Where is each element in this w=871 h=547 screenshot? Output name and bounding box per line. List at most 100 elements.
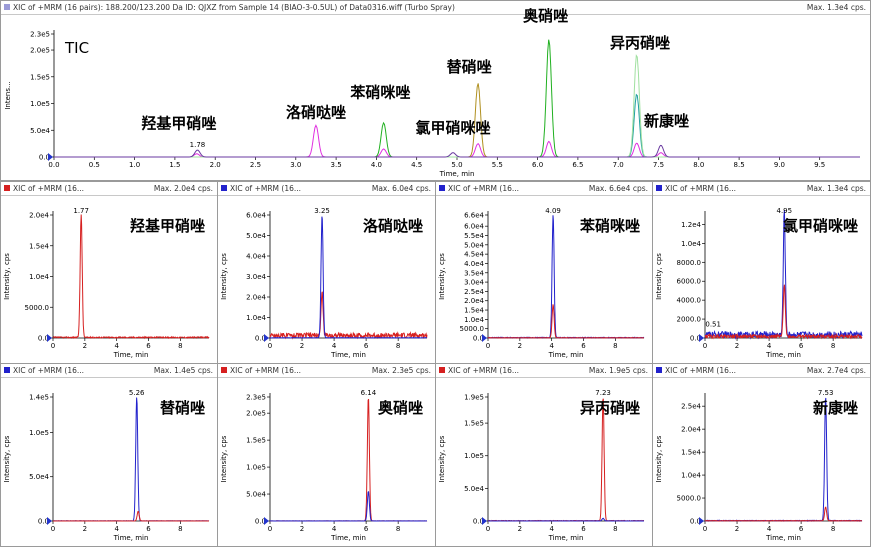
baseline-marker bbox=[699, 334, 704, 342]
y-tick-label: 1.0e5 bbox=[29, 429, 49, 437]
baseline-marker bbox=[264, 334, 269, 342]
compound-label: 洛硝哒唑 bbox=[363, 217, 423, 235]
y-axis-label: Intensity, cps bbox=[3, 435, 11, 482]
y-tick-label: 1.5e5 bbox=[464, 420, 484, 428]
y-tick-label: 5000.0 bbox=[677, 495, 702, 503]
xic-color-swatch[interactable] bbox=[4, 367, 10, 373]
y-tick-label: 1.0e4 bbox=[246, 314, 266, 322]
xic-panel-header: XIC of +MRM (16... Max. 1.3e4 cps. bbox=[653, 182, 870, 196]
x-tick-label: 2 bbox=[300, 342, 304, 350]
x-tick-label: 6 bbox=[581, 342, 586, 350]
xic-panel-header: XIC of +MRM (16... Max. 6.6e4 cps. bbox=[436, 182, 652, 196]
xic-color-swatch[interactable] bbox=[656, 367, 662, 373]
y-tick-label: 2.0e5 bbox=[246, 410, 266, 418]
x-tick-label: 6 bbox=[581, 525, 586, 533]
xic-panel-header: XIC of +MRM (16... Max. 2.0e4 cps. bbox=[1, 182, 217, 196]
x-axis-label: Time, min bbox=[765, 534, 801, 542]
xic-panel-header: XIC of +MRM (16... Max. 6.0e4 cps. bbox=[218, 182, 435, 196]
xic-header-max: Max. 1.3e4 cps. bbox=[806, 184, 866, 193]
y-tick-label: 2000.0 bbox=[677, 316, 702, 324]
xic-header-max: Max. 2.3e5 cps. bbox=[371, 366, 431, 375]
xic-header-title: XIC of +MRM (16... bbox=[230, 366, 302, 375]
y-tick-label: 5.5e4 bbox=[464, 232, 484, 240]
xic-series-line bbox=[53, 510, 210, 522]
tic-label: TIC bbox=[64, 39, 89, 57]
xic-color-swatch[interactable] bbox=[221, 185, 227, 191]
y-tick-label: 2.3e5 bbox=[246, 394, 266, 402]
x-tick-label: 0 bbox=[486, 525, 490, 533]
x-tick-label: 6.0 bbox=[532, 161, 543, 169]
xic-color-swatch[interactable] bbox=[656, 185, 662, 191]
compound-label: 新康唑 bbox=[644, 112, 689, 130]
compound-label: 异丙硝唑 bbox=[610, 34, 670, 52]
x-axis-label: Time, min bbox=[330, 534, 366, 542]
xic-series-line bbox=[488, 517, 644, 522]
baseline-marker bbox=[482, 334, 487, 342]
x-tick-label: 2 bbox=[518, 525, 522, 533]
y-tick-label: 1.0e5 bbox=[30, 100, 50, 108]
xic-chart: 0 2 4 6 8 0.0 1.0e4 2.0e4 3.0e4 4.0e4 5.0e4 6.0e4 Ti… bbox=[220, 207, 428, 359]
compound-label: 氯甲硝咪唑 bbox=[783, 217, 858, 235]
baseline-marker bbox=[699, 517, 704, 525]
compound-label: 羟基甲硝唑 bbox=[141, 115, 216, 133]
y-tick-label: 1.5e5 bbox=[246, 437, 266, 445]
x-tick-label: 5.5 bbox=[492, 161, 503, 169]
x-tick-label: 0 bbox=[486, 342, 490, 350]
x-tick-label: 0.5 bbox=[89, 161, 100, 169]
peak-annotation: 7.53 bbox=[818, 389, 834, 397]
x-tick-label: 2 bbox=[83, 342, 87, 350]
xic-chart: 0 2 4 6 8 0.0 5.0e4 1.0e5 1.5e5 2.0e5 2.3e5 Time, m… bbox=[220, 389, 428, 542]
y-tick-label: 6.6e4 bbox=[464, 212, 484, 220]
x-axis-label: Time, min bbox=[113, 534, 149, 542]
y-tick-label: 1.5e4 bbox=[681, 449, 701, 457]
x-tick-label: 7.5 bbox=[653, 161, 664, 169]
y-tick-label: 0.0 bbox=[690, 518, 701, 526]
y-tick-label: 5.0e4 bbox=[246, 232, 266, 240]
x-tick-label: 2.0 bbox=[210, 161, 221, 169]
y-tick-label: 1.9e5 bbox=[464, 394, 484, 402]
x-tick-label: 4.5 bbox=[411, 161, 422, 169]
y-tick-label: 1.4e5 bbox=[29, 394, 49, 402]
xic-header-title: XIC of +MRM (16... bbox=[665, 184, 737, 193]
y-tick-label: 1.2e4 bbox=[681, 221, 701, 229]
x-tick-label: 6 bbox=[799, 525, 804, 533]
xic-series-line bbox=[487, 398, 645, 522]
xic-header-title: XIC of +MRM (16... bbox=[13, 366, 85, 375]
xic-color-swatch[interactable] bbox=[439, 185, 445, 191]
xic-panel-2: XIC of +MRM (16... Max. 6.0e4 cps. 0 2 4 6 8… bbox=[217, 181, 436, 364]
xic-header-title: XIC of +MRM (16... bbox=[230, 184, 302, 193]
y-axis-label: Intensity, cps bbox=[438, 435, 446, 482]
y-tick-label: 5.0e4 bbox=[246, 491, 266, 499]
tic-series-line bbox=[54, 144, 860, 158]
y-tick-label: 2.0e5 bbox=[30, 47, 50, 55]
tic-color-swatch[interactable] bbox=[4, 4, 10, 10]
xic-series-line bbox=[269, 291, 428, 340]
xic-color-swatch[interactable] bbox=[4, 185, 10, 191]
xic-series-line bbox=[704, 284, 863, 340]
x-tick-label: 4.0 bbox=[371, 161, 382, 169]
x-tick-label: 4 bbox=[332, 525, 337, 533]
y-tick-label: 1.0e4 bbox=[29, 273, 49, 281]
x-tick-label: 0 bbox=[703, 342, 707, 350]
y-tick-label: 2.0e4 bbox=[464, 297, 484, 305]
x-tick-label: 8.0 bbox=[693, 161, 704, 169]
y-tick-label: 2.5e4 bbox=[464, 288, 484, 296]
xic-color-swatch[interactable] bbox=[439, 367, 445, 373]
xic-chart: 0 2 4 6 8 0.0 5.0e4 1.0e5 1.5e5 1.9e5 Time, min Int… bbox=[438, 389, 645, 542]
xic-series-line bbox=[53, 214, 210, 340]
y-tick-label: 2.5e4 bbox=[681, 403, 701, 411]
y-tick-label: 6.0e4 bbox=[246, 212, 266, 220]
xic-series-line bbox=[270, 490, 427, 522]
xic-panel-3: XIC of +MRM (16... Max. 6.6e4 cps. 0 2 4 6 8… bbox=[435, 181, 653, 364]
xic-panel-8: XIC of +MRM (16... Max. 2.7e4 cps. 0 2 4 6 8… bbox=[652, 363, 871, 547]
x-tick-label: 6 bbox=[146, 525, 151, 533]
peak-annotation: 4.95 bbox=[777, 207, 793, 215]
baseline-marker bbox=[47, 334, 52, 342]
x-tick-label: 8 bbox=[613, 342, 617, 350]
xic-color-swatch[interactable] bbox=[221, 367, 227, 373]
x-tick-label: 4 bbox=[549, 342, 554, 350]
x-tick-label: 9.5 bbox=[814, 161, 825, 169]
xic-header-title: XIC of +MRM (16... bbox=[665, 366, 737, 375]
y-tick-label: 2.0e4 bbox=[29, 212, 49, 220]
